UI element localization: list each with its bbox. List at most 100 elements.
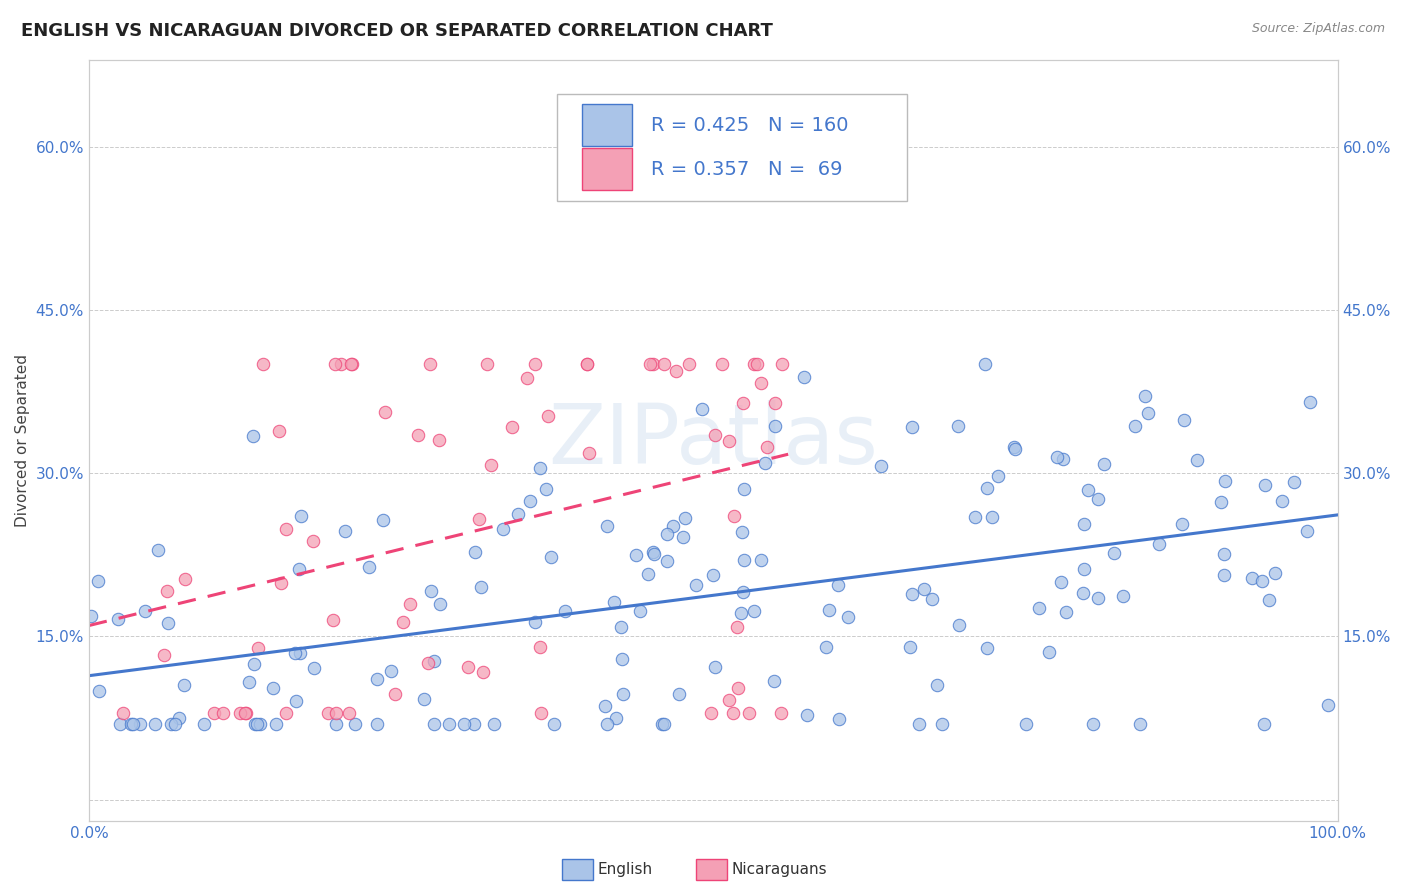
Point (665, 364, 688, 378)
Point (249, 716, 271, 731)
Point (371, 513, 394, 527)
Point (464, 545, 486, 559)
Point (108, 716, 131, 731)
Point (530, 706, 553, 720)
Point (419, 357, 441, 371)
Point (416, 656, 439, 670)
Point (274, 522, 297, 536)
Text: Nicaraguans: Nicaraguans (731, 863, 827, 877)
Point (519, 494, 541, 508)
Point (772, 357, 794, 371)
Point (745, 357, 768, 371)
Point (762, 674, 785, 689)
Point (111, 706, 134, 720)
Point (193, 716, 215, 731)
Text: ZIPatlas: ZIPatlas (548, 400, 879, 481)
Point (973, 357, 995, 371)
Point (267, 424, 290, 438)
Point (948, 618, 970, 632)
Point (699, 706, 721, 720)
Point (730, 607, 752, 621)
Point (651, 716, 673, 731)
Point (1073, 516, 1095, 531)
Point (702, 568, 724, 582)
Point (80, 609, 103, 624)
Point (529, 461, 551, 475)
Point (763, 419, 786, 434)
Point (1213, 474, 1236, 488)
Point (657, 554, 679, 568)
Point (931, 716, 953, 731)
Point (1004, 442, 1026, 456)
Point (576, 357, 599, 371)
Point (554, 603, 576, 617)
Point (366, 716, 388, 731)
Point (602, 595, 624, 609)
Point (468, 512, 491, 526)
Point (912, 582, 935, 596)
Text: English: English (598, 863, 652, 877)
Point (235, 706, 257, 720)
Point (723, 508, 745, 523)
Point (921, 592, 943, 607)
Point (107, 612, 129, 626)
Point (274, 706, 297, 720)
Point (366, 672, 388, 686)
Point (643, 545, 665, 559)
Point (925, 678, 948, 692)
Point (1295, 524, 1317, 538)
Point (529, 640, 551, 654)
Point (981, 509, 1004, 524)
Point (652, 716, 675, 731)
Point (242, 429, 264, 443)
Point (1092, 457, 1115, 471)
Point (340, 357, 363, 371)
Point (302, 534, 325, 549)
Point (380, 664, 402, 678)
Point (898, 640, 921, 654)
Point (429, 597, 451, 611)
Point (540, 550, 562, 565)
Point (827, 578, 849, 592)
Point (652, 357, 675, 371)
Point (1112, 589, 1135, 603)
Point (908, 716, 931, 731)
Point (770, 706, 793, 720)
Point (593, 698, 616, 713)
Point (398, 597, 420, 611)
Point (576, 357, 599, 371)
Point (422, 716, 444, 731)
Point (678, 357, 700, 371)
Point (837, 610, 859, 624)
Point (323, 357, 346, 371)
Point (160, 716, 183, 731)
Point (339, 357, 361, 371)
Point (1213, 547, 1236, 561)
Point (290, 508, 312, 523)
Point (596, 716, 619, 731)
Point (643, 547, 665, 561)
Point (1133, 388, 1156, 402)
Point (1171, 517, 1194, 532)
Point (610, 619, 633, 633)
Point (1077, 483, 1099, 497)
Point (738, 706, 761, 720)
Text: R = 0.357   N =  69: R = 0.357 N = 69 (651, 160, 842, 178)
Point (384, 687, 406, 701)
Point (288, 646, 311, 660)
Point (134, 604, 156, 618)
Point (1147, 537, 1170, 551)
Point (637, 567, 659, 582)
Point (731, 585, 754, 599)
Point (731, 524, 754, 539)
Point (901, 419, 924, 434)
Point (1250, 574, 1272, 588)
Point (796, 708, 818, 723)
Point (976, 481, 998, 495)
Point (703, 428, 725, 442)
Point (793, 370, 815, 384)
Point (749, 376, 772, 390)
Point (1073, 562, 1095, 576)
Point (245, 716, 267, 731)
Point (492, 522, 515, 536)
